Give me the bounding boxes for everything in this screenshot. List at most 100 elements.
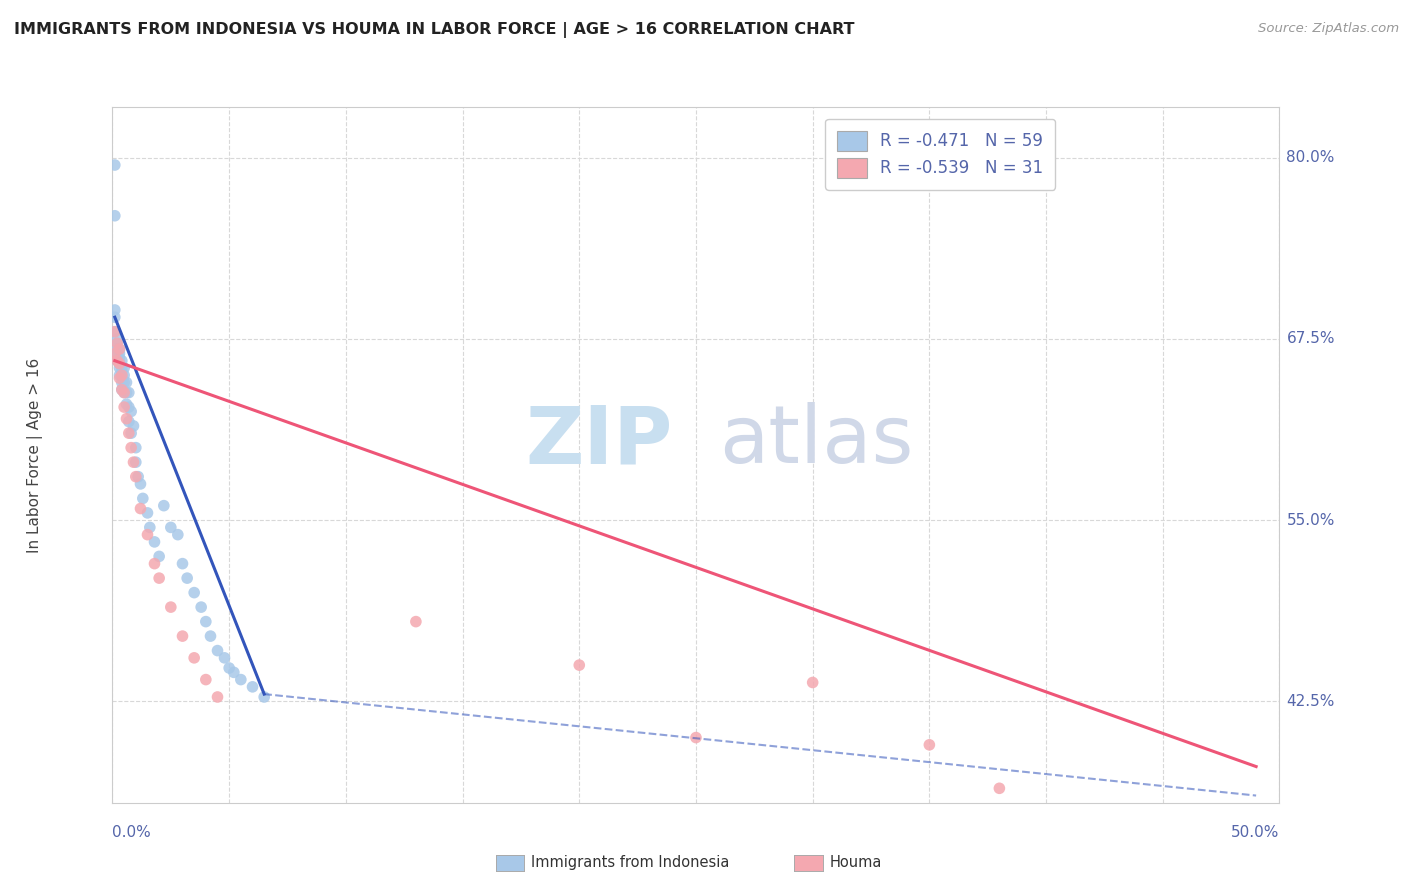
- Text: 50.0%: 50.0%: [1232, 825, 1279, 840]
- Point: [160, 600, 183, 615]
- Point: [148, 571, 170, 585]
- Point: [108, 371, 131, 385]
- Point: [104, 158, 127, 172]
- Point: [229, 673, 252, 687]
- Point: [111, 383, 134, 397]
- Point: [190, 600, 212, 615]
- Point: [108, 346, 131, 360]
- Point: [115, 397, 138, 411]
- Point: [112, 385, 135, 400]
- Point: [104, 209, 127, 223]
- Text: IMMIGRANTS FROM INDONESIA VS HOUMA IN LABOR FORCE | AGE > 16 CORRELATION CHART: IMMIGRANTS FROM INDONESIA VS HOUMA IN LA…: [14, 22, 855, 38]
- Point: [122, 419, 145, 434]
- Point: [115, 376, 138, 390]
- Point: [183, 651, 205, 665]
- Point: [139, 520, 162, 534]
- Text: 42.5%: 42.5%: [1286, 694, 1334, 709]
- Point: [108, 368, 131, 383]
- Point: [111, 353, 134, 368]
- Point: [172, 629, 194, 643]
- Point: [120, 441, 142, 455]
- Point: [112, 368, 135, 383]
- Point: [125, 455, 148, 469]
- Point: [988, 781, 1011, 796]
- Point: [218, 661, 240, 675]
- Point: [111, 361, 134, 376]
- Point: [166, 527, 188, 541]
- Point: [132, 491, 155, 506]
- Text: 80.0%: 80.0%: [1286, 150, 1334, 165]
- Point: [136, 527, 159, 541]
- Text: atlas: atlas: [720, 402, 914, 480]
- Point: [120, 404, 142, 418]
- Point: [108, 342, 131, 356]
- Point: [122, 455, 145, 469]
- Text: Immigrants from Indonesia: Immigrants from Indonesia: [531, 855, 730, 870]
- Point: [105, 336, 128, 351]
- Point: [214, 651, 236, 665]
- Point: [108, 357, 131, 371]
- Point: [194, 615, 217, 629]
- Point: [118, 385, 141, 400]
- Point: [200, 629, 222, 643]
- Point: [194, 673, 217, 687]
- Point: [568, 658, 591, 673]
- Point: [111, 383, 134, 397]
- Text: ZIP: ZIP: [526, 402, 672, 480]
- Point: [207, 690, 229, 704]
- Point: [143, 534, 166, 549]
- Point: [104, 303, 127, 318]
- Point: [801, 675, 824, 690]
- Legend: R = -0.471   N = 59, R = -0.539   N = 31: R = -0.471 N = 59, R = -0.539 N = 31: [825, 119, 1056, 189]
- Point: [115, 385, 138, 400]
- Point: [105, 342, 128, 356]
- Point: [111, 368, 134, 383]
- Point: [685, 731, 707, 745]
- Point: [160, 520, 183, 534]
- Point: [108, 357, 131, 371]
- Point: [176, 571, 198, 585]
- Point: [108, 361, 131, 376]
- Point: [405, 615, 427, 629]
- Point: [104, 310, 127, 325]
- Text: Source: ZipAtlas.com: Source: ZipAtlas.com: [1258, 22, 1399, 36]
- Point: [112, 376, 135, 390]
- Point: [125, 469, 148, 483]
- Point: [125, 441, 148, 455]
- Point: [136, 506, 159, 520]
- Point: [129, 501, 152, 516]
- Point: [242, 680, 264, 694]
- Point: [183, 585, 205, 599]
- Point: [918, 738, 941, 752]
- Point: [104, 325, 127, 339]
- Point: [129, 476, 152, 491]
- Point: [115, 411, 138, 425]
- Point: [112, 400, 135, 414]
- Point: [105, 336, 128, 351]
- Point: [207, 643, 229, 657]
- Point: [105, 346, 128, 360]
- Point: [104, 325, 127, 339]
- Text: 67.5%: 67.5%: [1286, 332, 1334, 346]
- Point: [127, 469, 149, 483]
- Point: [112, 361, 135, 376]
- Text: Houma: Houma: [830, 855, 882, 870]
- Text: 55.0%: 55.0%: [1286, 513, 1334, 528]
- Point: [148, 549, 170, 564]
- Point: [120, 426, 142, 441]
- Point: [118, 415, 141, 429]
- Point: [143, 557, 166, 571]
- Point: [172, 557, 194, 571]
- Point: [105, 353, 128, 368]
- Point: [105, 332, 128, 346]
- Point: [253, 690, 276, 704]
- Point: [118, 426, 141, 441]
- Point: [104, 346, 127, 360]
- Text: 0.0%: 0.0%: [112, 825, 152, 840]
- Point: [108, 342, 131, 356]
- Point: [111, 376, 134, 390]
- Point: [105, 353, 128, 368]
- Point: [111, 368, 134, 383]
- Text: In Labor Force | Age > 16: In Labor Force | Age > 16: [27, 358, 44, 552]
- Point: [112, 385, 135, 400]
